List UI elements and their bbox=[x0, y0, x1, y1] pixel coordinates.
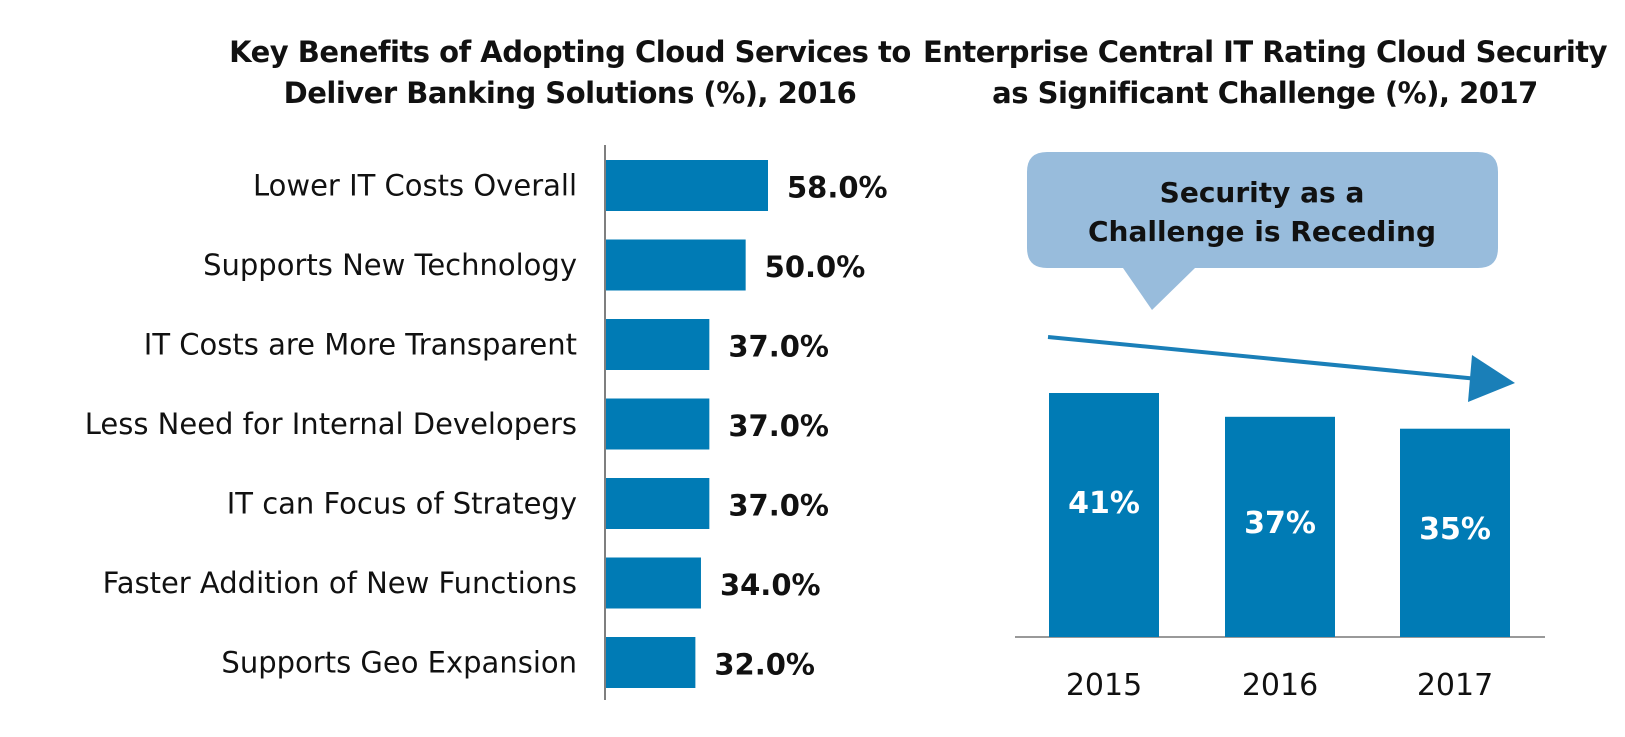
bar bbox=[606, 478, 710, 529]
title-line-2: as Significant Challenge (%), 2017 bbox=[992, 76, 1538, 110]
data-label: 34.0% bbox=[720, 568, 821, 602]
chart-title-benefits: Key Benefits of Adopting Cloud Services … bbox=[150, 32, 990, 114]
bar bbox=[606, 637, 696, 688]
title-line-2: Deliver Banking Solutions (%), 2016 bbox=[283, 76, 857, 110]
security-bar-chart: Security as a Challenge is Receding 41% 2… bbox=[1015, 152, 1545, 703]
data-label: 37% bbox=[1244, 506, 1316, 541]
category-label: Less Need for Internal Developers bbox=[85, 407, 577, 441]
callout-text-line-2: Challenge is Receding bbox=[1088, 215, 1436, 248]
bar bbox=[606, 319, 710, 370]
chart-title-security: Enterprise Central IT Rating Cloud Secur… bbox=[920, 32, 1610, 114]
trend-arrow-head-icon bbox=[1468, 355, 1515, 402]
data-label: 41% bbox=[1068, 486, 1140, 521]
x-tick-label: 2015 bbox=[1066, 668, 1142, 703]
x-tick-label: 2016 bbox=[1242, 668, 1318, 703]
data-label: 37.0% bbox=[728, 489, 829, 523]
data-label: 58.0% bbox=[787, 171, 888, 205]
bar bbox=[606, 160, 768, 211]
data-label: 37.0% bbox=[728, 330, 829, 364]
data-label: 37.0% bbox=[728, 409, 829, 443]
x-tick-label: 2017 bbox=[1417, 668, 1493, 703]
bar bbox=[606, 239, 746, 291]
bar bbox=[606, 398, 710, 450]
data-label: 32.0% bbox=[714, 648, 815, 682]
bar bbox=[1400, 428, 1510, 637]
benefits-bar-chart: Lower IT Costs Overall 58.0% Supports New … bbox=[85, 145, 888, 700]
category-label: Supports New Technology bbox=[203, 248, 577, 282]
title-line-1: Key Benefits of Adopting Cloud Services … bbox=[229, 35, 911, 69]
data-label: 50.0% bbox=[765, 250, 866, 284]
category-label: IT Costs are More Transparent bbox=[144, 328, 577, 362]
bar bbox=[1049, 393, 1159, 637]
bar bbox=[1225, 416, 1335, 637]
title-line-1: Enterprise Central IT Rating Cloud Secur… bbox=[922, 35, 1608, 69]
callout-bubble bbox=[1027, 152, 1498, 310]
category-label: Supports Geo Expansion bbox=[221, 646, 577, 680]
category-label: Faster Addition of New Functions bbox=[103, 566, 577, 600]
callout-text-line-1: Security as a bbox=[1160, 176, 1365, 209]
category-label: Lower IT Costs Overall bbox=[253, 169, 577, 203]
category-label: IT can Focus of Strategy bbox=[227, 487, 577, 521]
bar bbox=[606, 557, 701, 609]
data-label: 35% bbox=[1419, 512, 1491, 547]
trend-arrow-line bbox=[1047, 335, 1479, 381]
